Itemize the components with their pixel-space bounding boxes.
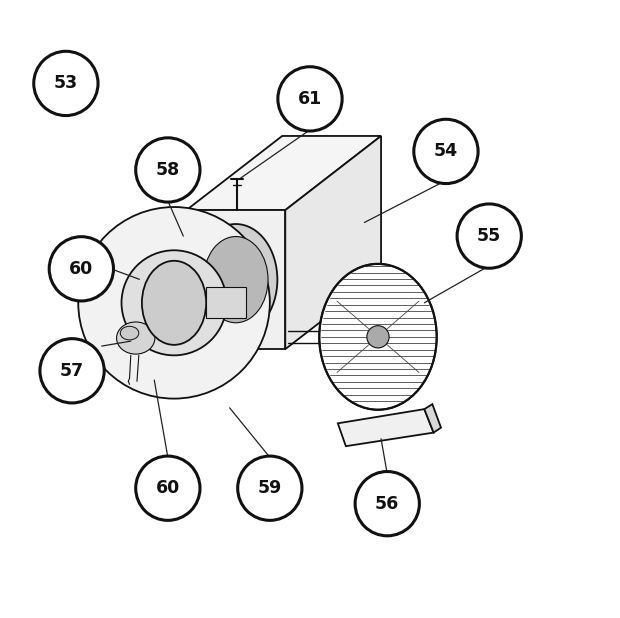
Circle shape xyxy=(237,456,302,520)
Polygon shape xyxy=(187,136,381,210)
Circle shape xyxy=(122,250,226,355)
Text: 59: 59 xyxy=(258,479,282,497)
Polygon shape xyxy=(424,404,441,433)
Ellipse shape xyxy=(194,224,277,336)
Ellipse shape xyxy=(120,326,139,340)
Text: 60: 60 xyxy=(156,479,180,497)
Text: 56: 56 xyxy=(375,494,399,513)
Circle shape xyxy=(136,138,200,202)
Circle shape xyxy=(49,237,113,301)
Ellipse shape xyxy=(142,261,206,345)
Text: 57: 57 xyxy=(60,362,84,380)
Text: 61: 61 xyxy=(298,90,322,108)
Text: 55: 55 xyxy=(477,227,502,245)
Ellipse shape xyxy=(319,264,436,410)
Circle shape xyxy=(355,472,419,536)
Text: 54: 54 xyxy=(434,142,458,161)
Circle shape xyxy=(414,119,478,184)
Ellipse shape xyxy=(203,237,268,323)
Polygon shape xyxy=(285,136,381,349)
Circle shape xyxy=(136,456,200,520)
Circle shape xyxy=(40,339,104,403)
Circle shape xyxy=(33,51,98,116)
Text: 60: 60 xyxy=(69,260,94,278)
Polygon shape xyxy=(338,409,433,446)
Polygon shape xyxy=(206,287,246,318)
Circle shape xyxy=(278,67,342,131)
Polygon shape xyxy=(187,210,285,349)
Text: 58: 58 xyxy=(156,161,180,179)
Circle shape xyxy=(457,204,521,268)
Ellipse shape xyxy=(117,322,155,354)
Circle shape xyxy=(78,207,270,399)
Text: 53: 53 xyxy=(54,74,78,93)
Circle shape xyxy=(367,326,389,348)
